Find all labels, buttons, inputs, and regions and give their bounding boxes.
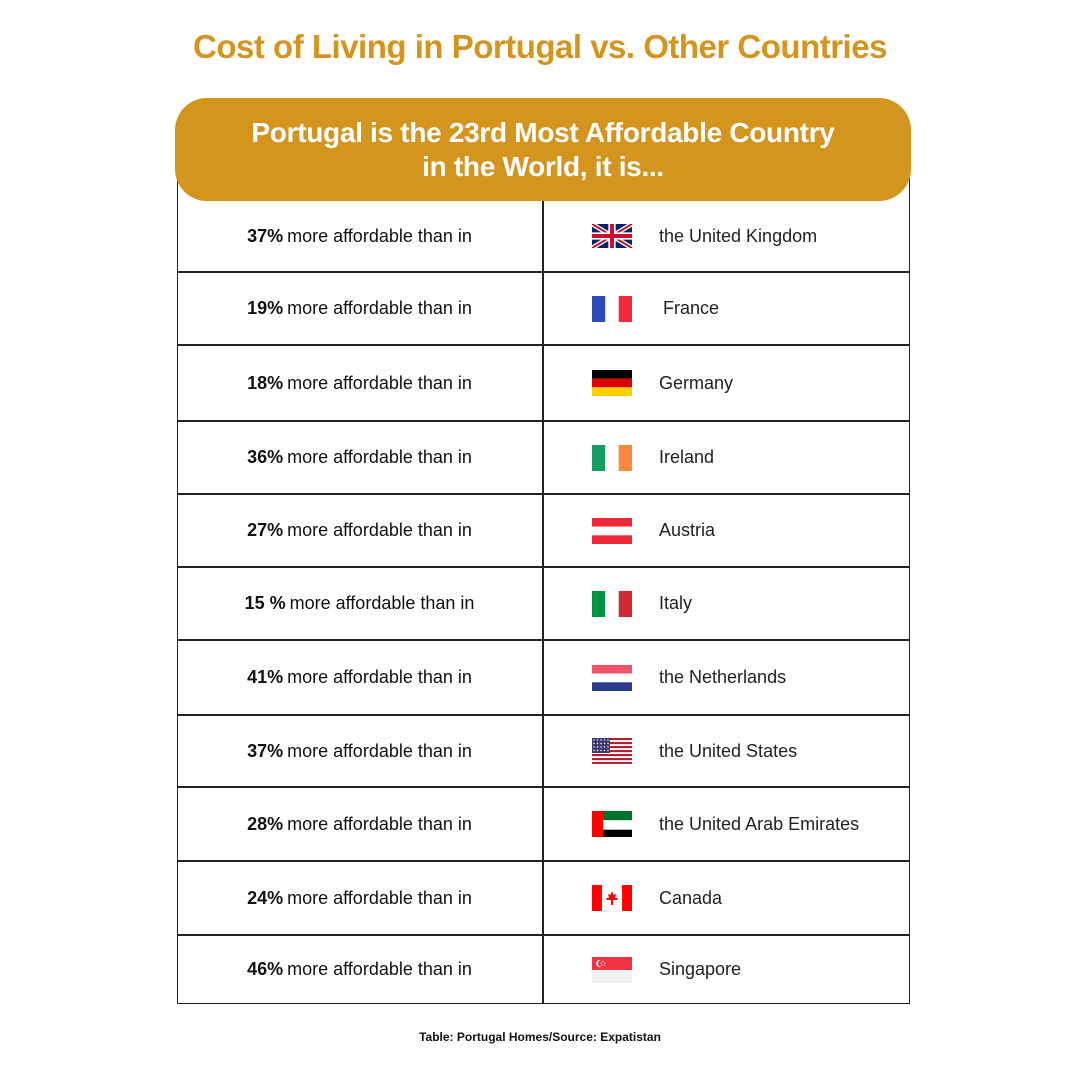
germany-flag-icon (592, 370, 632, 396)
france-flag-icon (592, 296, 632, 322)
affordability-cell: 24% more affordable than in (177, 861, 542, 935)
row-divider (177, 860, 910, 862)
row-divider (177, 420, 910, 422)
percent-value: 36% (247, 447, 284, 467)
banner-line-2: in the World, it is... (422, 150, 664, 182)
table-row: 36% more affordable than in Ireland (0, 421, 1080, 494)
percent-value: 27% (247, 520, 284, 540)
affordability-text: more affordable than in (287, 959, 472, 979)
affordability-text: more affordable than in (287, 813, 472, 834)
column-divider (542, 201, 544, 1004)
table-row: 37% more affordable than in the United Kin… (0, 201, 1080, 272)
row-divider (177, 786, 910, 788)
page-title: Cost of Living in Portugal vs. Other Cou… (193, 28, 887, 65)
table-header-banner: Portugal is the 23rd Most Affordable Cou… (175, 98, 911, 201)
row-divider (177, 493, 910, 495)
austria-flag-icon (592, 518, 632, 544)
row-divider (177, 344, 910, 346)
percent-value: 37% (247, 226, 284, 246)
ireland-flag-icon (592, 445, 632, 471)
affordability-cell: 27% more affordable than in (177, 494, 542, 567)
affordability-cell: 19% more affordable than in (177, 272, 542, 345)
percent-value: 18% (247, 372, 284, 393)
percent-value: 37% (247, 740, 284, 761)
table-row: 18% more affordable than in Germany (0, 345, 1080, 421)
canada-flag-icon (592, 885, 632, 911)
table-row: 28% more affordable than in the United Ara… (0, 787, 1080, 861)
affordability-cell: 37% more affordable than in (177, 201, 542, 272)
percent-value: 24% (247, 887, 284, 908)
affordability-cell: 28% more affordable than in (177, 787, 542, 861)
affordability-cell: 46% more affordable than in (177, 935, 542, 1004)
affordability-cell: 37% more affordable than in (177, 715, 542, 787)
percent-value: 19% (247, 298, 284, 318)
affordability-text: more affordable than in (287, 447, 472, 467)
country-name: the United States (659, 740, 798, 761)
netherlands-flag-icon (592, 665, 632, 691)
country-name: Ireland (659, 447, 715, 467)
percent-value: 28% (247, 813, 284, 834)
country-name: Singapore (659, 959, 742, 979)
country-name: Germany (659, 372, 734, 393)
country-name: Austria (659, 520, 716, 540)
table-row: 37% more affordable than in the United Sta… (0, 715, 1080, 787)
table-row: 41% more affordable than in the Netherland… (0, 640, 1080, 715)
country-name: the Netherlands (659, 667, 787, 687)
row-divider (177, 271, 910, 273)
affordability-cell: 41% more affordable than in (177, 640, 542, 715)
country-name: Canada (659, 887, 723, 908)
affordability-text: more affordable than in (287, 667, 472, 687)
affordability-text: more affordable than in (289, 593, 475, 613)
table-row: 24% more affordable than in Canada (0, 861, 1080, 935)
affordability-text: more affordable than in (287, 372, 472, 393)
affordability-text: more affordable than in (287, 520, 472, 540)
uae-flag-icon (592, 811, 632, 837)
country-name: the United Kingdom (659, 226, 818, 246)
table-row: 46% more affordable than in Singapore (0, 935, 1080, 1004)
affordability-text: more affordable than in (287, 740, 472, 761)
affordability-cell: 18% more affordable than in (177, 345, 542, 421)
percent-value: 46% (247, 959, 284, 979)
italy-flag-icon (592, 591, 632, 617)
row-divider (177, 639, 910, 641)
row-divider (177, 566, 910, 568)
uk-flag-icon (592, 224, 632, 250)
affordability-text: more affordable than in (287, 298, 472, 318)
affordability-cell: 15 % more affordable than in (177, 567, 542, 640)
usa-flag-icon (592, 738, 632, 764)
country-name: France (663, 298, 720, 318)
country-name: the United Arab Emirates (659, 813, 860, 834)
percent-value: 15 % (244, 593, 286, 613)
affordability-text: more affordable than in (287, 226, 472, 246)
affordability-cell: 36% more affordable than in (177, 421, 542, 494)
row-divider (177, 714, 910, 716)
banner-line-1: Portugal is the 23rd Most Affordable Cou… (251, 116, 835, 148)
source-caption: Table: Portugal Homes/Source: Expatistan (419, 1030, 661, 1044)
row-divider (177, 934, 910, 936)
table-row: 19% more affordable than in France (0, 272, 1080, 345)
affordability-text: more affordable than in (287, 887, 472, 908)
percent-value: 41% (247, 667, 284, 687)
table-row: 15 % more affordable than in Italy (0, 567, 1080, 640)
country-name: Italy (659, 593, 693, 613)
singapore-flag-icon (592, 957, 632, 983)
table-row: 27% more affordable than in Austria (0, 494, 1080, 567)
